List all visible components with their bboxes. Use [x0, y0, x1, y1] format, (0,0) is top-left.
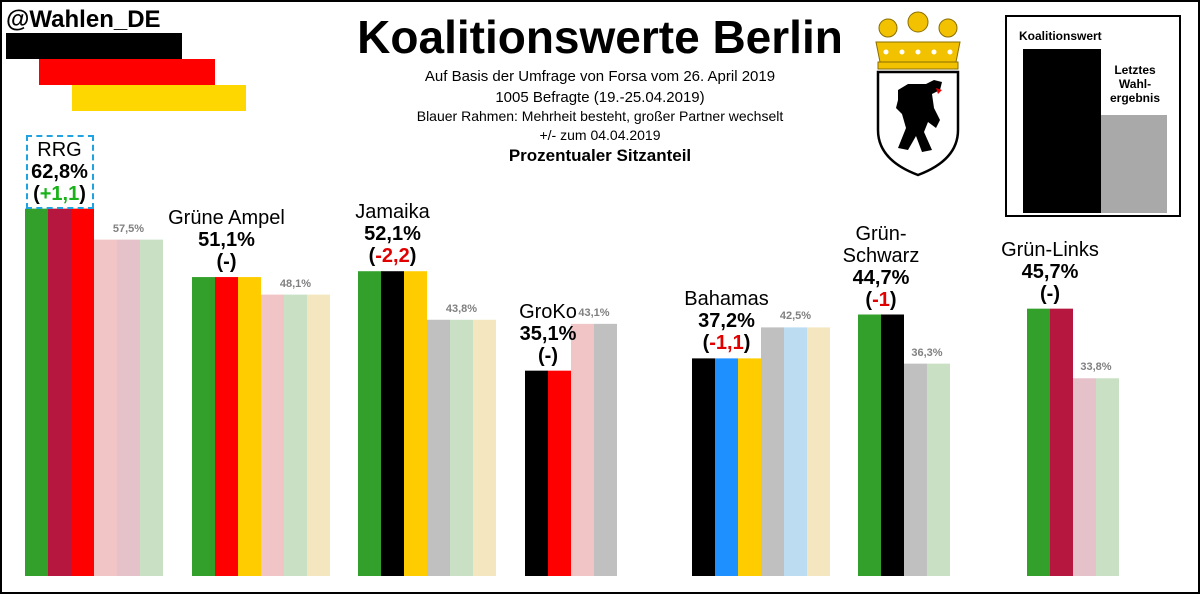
last-result-label: 36,3% [911, 346, 943, 359]
last-result-bar-4-2 [807, 327, 830, 576]
coalition-name: Grün-Links [1001, 238, 1099, 261]
subtitle-bold: Prozentualer Sitzanteil [508, 146, 692, 165]
coalition-delta: (-) [1040, 282, 1060, 305]
coalition-name: RRG [37, 138, 82, 161]
coalition-delta: (-2,2) [368, 245, 417, 268]
coalition-value: 52,1% [364, 223, 421, 246]
last-result-bar-2-1 [450, 319, 473, 576]
coalition-delta: (-) [216, 251, 237, 274]
last-result-label: 33,8% [1080, 361, 1112, 374]
coalition-bar-2-1 [381, 271, 404, 576]
last-result-bar-0-2 [140, 239, 163, 576]
coalition-bar-6-0 [1027, 308, 1050, 576]
last-result-bar-1-1 [284, 294, 307, 576]
subtitle-line-1: Auf Basis der Umfrage von Forsa vom 26. … [424, 68, 776, 85]
legend-last-label: Letztes Wahl- ergebnis [1103, 63, 1167, 105]
coalition-bar-6-1 [1050, 308, 1073, 576]
legend-sub-line-3: ergebnis [1109, 91, 1160, 105]
last-result-label: 42,5% [779, 310, 812, 323]
last-result-bar-2-0 [427, 319, 450, 576]
coalition-bar-1-1 [215, 277, 238, 576]
coalition-value: 44,7% [852, 266, 910, 289]
coalition-name: Jamaika [355, 201, 430, 224]
legend-sub-line-2: Wahl- [1118, 77, 1152, 91]
coalition-label: Grüne Ampel 51,1% (-) [157, 207, 297, 273]
flag-stripe-gold [72, 85, 246, 111]
last-result-label: 43,1% [578, 306, 610, 319]
coalition-bar-1-2 [238, 277, 261, 576]
coalition-bar-0-2 [71, 208, 94, 576]
coalition-delta: (+1,1) [33, 182, 86, 205]
last-result-label: 48,1% [279, 277, 312, 290]
coalition-bar-1-0 [192, 277, 215, 576]
legend-last-swatch [1101, 115, 1167, 213]
coalition-bar-5-0 [858, 314, 881, 576]
coalition-value: 37,2% [698, 310, 755, 333]
coalition-label: Jamaika 52,1% (-2,2) [323, 201, 463, 267]
coalition-bar-4-0 [692, 358, 715, 576]
coalition-name: Grün- [855, 222, 907, 245]
coalition-value: 35,1% [519, 322, 577, 345]
legend-box: Koalitionswert Letztes Wahl- ergebnis [1005, 15, 1181, 217]
coalition-value: 62,8% [31, 160, 88, 183]
last-result-bar-6-1 [1096, 378, 1119, 576]
coalition-name: Schwarz [842, 244, 920, 267]
subtitle-line-2: 1005 Befragte (19.-25.04.2019) [495, 89, 705, 106]
coalition-value: 45,7% [1021, 260, 1079, 283]
coalition-bar-0-1 [48, 208, 71, 576]
coalition-value: 51,1% [198, 229, 255, 252]
last-result-bar-4-0 [761, 327, 784, 576]
legend-title: Koalitionswert [1019, 29, 1102, 43]
last-result-bar-4-1 [784, 327, 807, 576]
last-result-bar-5-0 [904, 363, 927, 576]
coalition-bar-5-1 [881, 314, 904, 576]
coalition-delta: (-1) [865, 288, 897, 311]
last-result-bar-1-0 [261, 294, 284, 576]
subtitle-line-4: +/- zum 04.04.2019 [539, 127, 661, 143]
subtitle-line-3: Blauer Rahmen: Mehrheit besteht, großer … [416, 108, 784, 124]
coalition-bar-2-2 [404, 271, 427, 576]
coalition-label: RRG 62,8% (+1,1) [0, 139, 130, 205]
last-result-bar-6-0 [1073, 378, 1096, 576]
chart-title: Koalitionswerte Berlin [357, 11, 843, 63]
coalition-name: Bahamas [684, 288, 769, 311]
last-result-bar-3-0 [571, 323, 594, 576]
coalition-delta: (-) [538, 344, 558, 367]
coalition-bar-0-0 [25, 208, 48, 576]
coalition-label: GroKo 35,1% (-) [478, 301, 618, 367]
coalition-bar-4-1 [715, 358, 738, 576]
coalition-bar-3-1 [548, 370, 571, 576]
coalition-bar-4-2 [738, 358, 761, 576]
coalition-delta: (-1,1) [702, 332, 751, 355]
last-result-bar-2-2 [473, 319, 496, 576]
coalition-bar-2-0 [358, 271, 381, 576]
last-result-bar-0-0 [94, 239, 117, 576]
majority-switch-frame [25, 134, 94, 209]
coalition-label: Grün- Schwarz 44,7% (-1) [811, 223, 951, 311]
handle-label: @Wahlen_DE [6, 6, 161, 33]
flag-stripe-black [6, 33, 182, 59]
coalition-bar-3-0 [525, 370, 548, 576]
legend-sub-line-1: Letztes [1114, 63, 1156, 77]
coalition-name: Grüne Ampel [168, 207, 285, 230]
legend-coalition-swatch [1023, 49, 1101, 213]
coalition-label: Bahamas 37,2% (-1,1) [657, 288, 797, 354]
flag-stripe-red [39, 59, 215, 85]
berlin-coat-of-arms-icon [875, 11, 961, 177]
last-result-label: 57,5% [112, 222, 145, 235]
coalition-label: Grün-Links 45,7% (-) [980, 239, 1120, 305]
last-result-bar-0-1 [117, 239, 140, 576]
coalition-name: GroKo [519, 300, 577, 323]
last-result-bar-3-1 [594, 323, 617, 576]
last-result-bar-1-2 [307, 294, 330, 576]
last-result-label: 43,8% [445, 302, 478, 315]
last-result-bar-5-1 [927, 363, 950, 576]
